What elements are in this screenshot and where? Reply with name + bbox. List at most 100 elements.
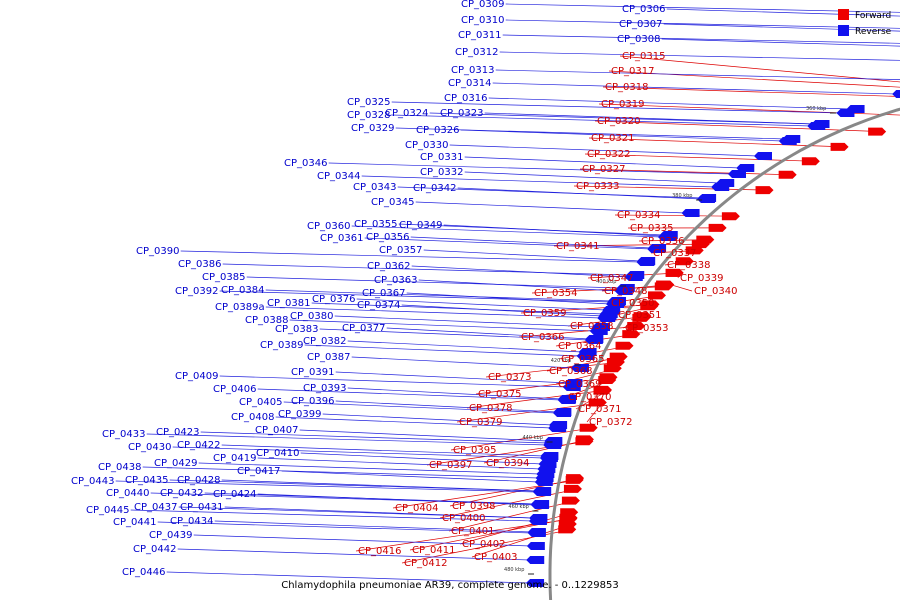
forward-gene-arrow[interactable] [675,257,694,266]
reverse-gene-label[interactable]: CP_0310 [461,15,504,26]
forward-gene-label[interactable]: CP_0400 [442,513,485,524]
reverse-gene-label[interactable]: CP_0309 [461,0,504,10]
reverse-gene-label[interactable]: CP_0439 [149,530,192,541]
forward-gene-label[interactable]: CP_0373 [488,372,531,383]
reverse-gene-label[interactable]: CP_0377 [342,323,385,334]
forward-gene-arrow[interactable] [778,170,797,179]
reverse-gene-label[interactable]: CP_0386 [178,259,221,270]
reverse-gene-label[interactable]: CP_0344 [317,171,360,182]
reverse-gene-label[interactable]: CP_0430 [128,442,171,453]
reverse-gene-label[interactable]: CP_0360 [307,221,350,232]
reverse-gene-label[interactable]: CP_0357 [379,245,422,256]
reverse-gene-label[interactable]: CP_0374 [357,300,400,311]
reverse-gene-label[interactable]: CP_0446 [122,567,165,578]
reverse-gene-label[interactable]: CP_0417 [237,466,280,477]
forward-gene-label[interactable]: CP_0369 [558,379,601,390]
forward-gene-label[interactable]: CP_0402 [462,539,505,550]
reverse-gene-label[interactable]: CP_0441 [113,517,156,528]
forward-gene-arrow[interactable] [559,514,578,523]
forward-gene-arrow[interactable] [579,423,598,432]
reverse-gene-label[interactable]: CP_0313 [451,65,494,76]
reverse-gene-label[interactable]: CP_0408 [231,412,274,423]
reverse-gene-label[interactable]: CP_0438 [98,462,141,473]
reverse-gene-arrow[interactable] [576,352,595,360]
reverse-gene-label[interactable]: CP_0308 [617,34,660,45]
reverse-gene-arrow[interactable] [754,152,773,160]
reverse-gene-arrow[interactable] [557,396,576,404]
reverse-gene-arrow[interactable] [570,364,589,372]
reverse-gene-arrow[interactable] [626,271,645,279]
reverse-gene-label[interactable]: CP_0349 [399,220,442,231]
reverse-gene-label[interactable]: CP_0324 [385,108,428,119]
forward-gene-label[interactable]: CP_0401 [451,526,494,537]
forward-gene-label[interactable]: CP_0368 [549,366,592,377]
reverse-gene-label[interactable]: CP_0381 [267,298,310,309]
reverse-gene-label[interactable]: CP_0445 [86,505,129,516]
forward-gene-label[interactable]: CP_0333 [576,181,619,192]
reverse-gene-label[interactable]: CP_0440 [106,488,149,499]
forward-gene-label[interactable]: CP_0398 [452,501,495,512]
reverse-gene-label[interactable]: CP_0431 [180,502,223,513]
forward-gene-label[interactable]: CP_0319 [601,99,644,110]
reverse-gene-label[interactable]: CP_0389a [215,302,265,313]
reverse-gene-label[interactable]: CP_0332 [420,167,463,178]
forward-gene-arrow[interactable] [558,525,577,534]
forward-gene-label[interactable]: CP_0371 [578,404,621,415]
reverse-gene-label[interactable]: CP_0423 [156,427,199,438]
reverse-gene-arrow[interactable] [811,120,830,128]
reverse-gene-label[interactable]: CP_0343 [353,182,396,193]
forward-gene-label[interactable]: CP_0403 [474,552,517,563]
reverse-gene-label[interactable]: CP_0396 [291,396,334,407]
forward-gene-arrow[interactable] [721,212,740,221]
forward-gene-arrow[interactable] [755,186,774,195]
reverse-gene-label[interactable]: CP_0329 [351,123,394,134]
forward-gene-label[interactable]: CP_0315 [622,51,665,62]
forward-gene-label[interactable]: CP_0358 [570,321,613,332]
reverse-gene-label[interactable]: CP_0393 [303,383,346,394]
reverse-gene-label[interactable]: CP_0307 [619,19,662,30]
reverse-gene-arrow[interactable] [681,209,700,217]
reverse-gene-arrow[interactable] [532,488,551,496]
forward-gene-label[interactable]: CP_0379 [459,417,502,428]
reverse-gene-label[interactable]: CP_0382 [303,336,346,347]
forward-gene-label[interactable]: CP_0339 [680,273,723,284]
forward-gene-label[interactable]: CP_0364 [558,341,601,352]
reverse-gene-label[interactable]: CP_0388 [245,315,288,326]
forward-gene-label[interactable]: CP_0327 [582,164,625,175]
forward-gene-label[interactable]: CP_0317 [611,66,654,77]
reverse-gene-arrow[interactable] [658,232,677,240]
reverse-gene-label[interactable]: CP_0325 [347,97,390,108]
forward-gene-arrow[interactable] [708,223,727,232]
reverse-gene-arrow[interactable] [526,542,545,550]
forward-gene-label[interactable]: CP_0348 [604,286,647,297]
forward-gene-label[interactable]: CP_0365 [561,354,604,365]
forward-gene-label[interactable]: CP_0411 [412,545,455,556]
reverse-gene-arrow[interactable] [535,474,554,482]
reverse-gene-arrow[interactable] [530,501,549,509]
reverse-gene-label[interactable]: CP_0330 [405,140,448,151]
reverse-gene-arrow[interactable] [892,90,900,98]
forward-gene-label[interactable]: CP_0353 [625,323,668,334]
reverse-gene-arrow[interactable] [543,441,562,449]
forward-gene-label[interactable]: CP_0412 [404,558,447,569]
forward-gene-label[interactable]: CP_0359 [523,308,566,319]
reverse-gene-label[interactable]: CP_0428 [177,475,220,486]
reverse-gene-label[interactable]: CP_0356 [366,232,409,243]
reverse-gene-label[interactable]: CP_0331 [420,152,463,163]
forward-gene-label[interactable]: CP_0350 [611,298,654,309]
reverse-gene-label[interactable]: CP_0405 [239,397,282,408]
forward-gene-arrow[interactable] [868,127,887,136]
forward-gene-arrow[interactable] [801,157,820,166]
reverse-gene-label[interactable]: CP_0442 [133,544,176,555]
reverse-gene-label[interactable]: CP_0361 [320,233,363,244]
reverse-gene-arrow[interactable] [585,335,604,343]
reverse-gene-label[interactable]: CP_0380 [290,311,333,322]
reverse-gene-label[interactable]: CP_0433 [102,429,145,440]
forward-gene-label[interactable]: CP_0397 [429,460,472,471]
forward-gene-label[interactable]: CP_0375 [478,389,521,400]
reverse-gene-label[interactable]: CP_0376 [312,294,355,305]
reverse-gene-label[interactable]: CP_0328 [347,110,390,121]
reverse-gene-label[interactable]: CP_0406 [213,384,256,395]
forward-gene-arrow[interactable] [654,282,673,291]
forward-gene-arrow[interactable] [685,246,704,255]
